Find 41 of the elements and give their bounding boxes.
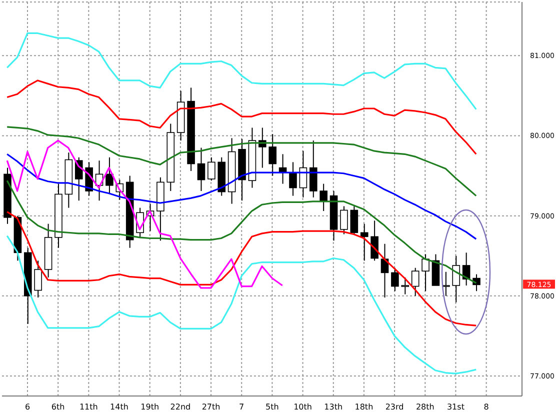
line-series [6,211,477,326]
candlestick [350,206,358,235]
line-series [6,126,477,197]
candlestick [340,206,348,235]
x-tick-label: 10th [294,402,312,412]
candlestick [360,223,368,262]
x-tick-label: 7 [239,402,244,412]
x-tick-label: 6 [24,402,30,412]
candlestick [268,134,276,176]
candlestick [401,276,410,295]
line-series [6,32,477,110]
x-tick-label: 19th [140,402,160,412]
candlestick [391,267,399,292]
line-series [6,80,477,155]
line-series [6,140,284,289]
x-tick-label: 11th [79,402,98,412]
candlestick [411,267,420,296]
x-tick-label: 27th [202,402,220,412]
x-tick-label: 5th [266,402,279,412]
candlestick [309,140,318,198]
candlestick [452,255,460,303]
candlestick [106,156,114,195]
line-series [6,235,477,374]
x-tick-label: 13th [324,402,343,412]
candlestick [442,271,450,296]
x-tick-label: 14th [110,402,128,412]
candlestick [208,156,216,182]
x-tick-label: 28th [416,402,434,412]
x-tick-label: 18th [354,402,374,412]
candlestick [320,183,328,212]
line-series [6,153,477,240]
candlestick [289,162,297,196]
x-tick-label: 22nd [170,402,191,412]
x-tick-label: 6th [51,402,65,412]
candlestick [197,147,206,192]
candlestick [370,220,378,262]
candlestick [422,254,430,292]
candlestick [34,260,42,298]
x-tick-label: 31st [446,402,464,412]
x-tick-label: 23rd [385,402,404,412]
x-tick-label: 8 [484,402,489,412]
